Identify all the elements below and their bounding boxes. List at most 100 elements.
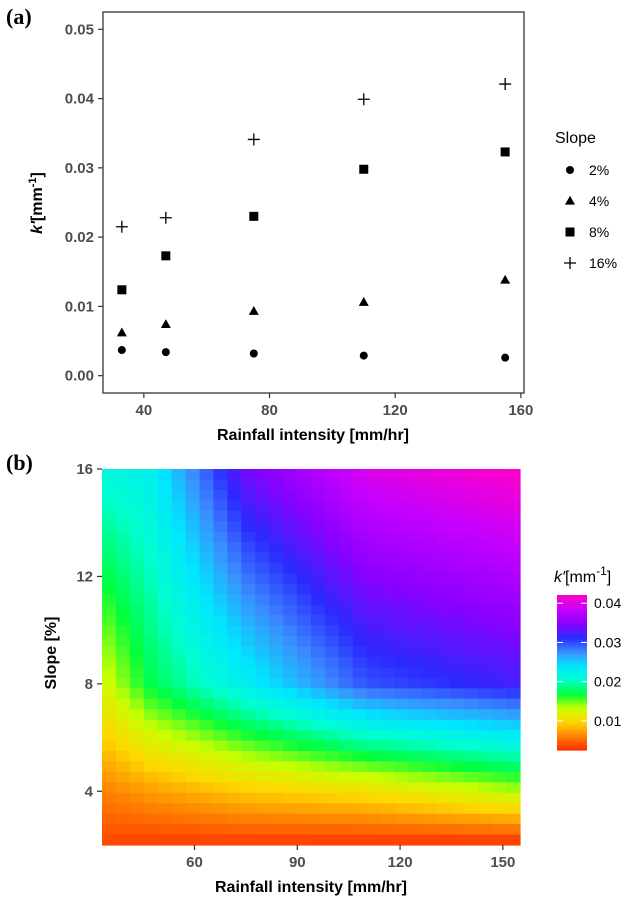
heatmap-cell (492, 510, 507, 522)
heatmap-cell (366, 469, 382, 481)
y-tick-label: 16 (76, 461, 93, 478)
heatmap-cell (157, 751, 173, 763)
colorbar-swatch (557, 600, 587, 604)
heatmap-cell (422, 782, 437, 794)
y-tick-label: 0.03 (65, 160, 94, 177)
heatmap-cell (352, 657, 368, 669)
heatmap-cell (102, 688, 117, 700)
heatmap-cell (269, 542, 284, 554)
heatmap-cell (394, 667, 410, 679)
heatmap-cell (241, 594, 256, 606)
heatmap-cell (297, 594, 312, 606)
heatmap-cell (213, 740, 228, 752)
heatmap-cell (115, 615, 131, 627)
heatmap-cell (450, 500, 465, 512)
heatmap-cell (283, 771, 298, 783)
legend-label: 8% (589, 224, 609, 240)
y-tick-label: 0.04 (65, 91, 95, 108)
heatmap-cell (492, 782, 507, 794)
heatmap-cell (199, 521, 215, 533)
heatmap-cell (380, 510, 396, 522)
heatmap-cell (366, 625, 382, 637)
heatmap-cell (408, 657, 424, 669)
heatmap-cell (311, 573, 326, 585)
heatmap-cell (478, 792, 493, 804)
heatmap-cell (199, 563, 215, 575)
heatmap-cell (213, 803, 228, 815)
colorbar-tick-label: 0.03 (594, 634, 621, 650)
heatmap-cell (366, 500, 382, 512)
heatmap-cell (338, 834, 354, 846)
heatmap-cell (115, 479, 131, 491)
heatmap-cell (143, 646, 159, 658)
heatmap-cell (185, 563, 201, 575)
heatmap-cell (324, 479, 340, 491)
colorbar-swatch (557, 664, 587, 668)
heatmap-cell (283, 803, 298, 815)
heatmap-cell (366, 636, 382, 648)
heatmap-cell (450, 636, 465, 648)
heatmap-cell (422, 594, 437, 606)
heatmap-cell (213, 698, 228, 710)
heatmap-cell (129, 542, 145, 554)
heatmap-cell (129, 479, 145, 491)
heatmap-cell (492, 677, 507, 689)
heatmap-cell (422, 552, 437, 564)
heatmap-cell (269, 709, 284, 721)
point-slope-16pct (247, 133, 260, 146)
heatmap-cell (227, 677, 242, 689)
heatmap-cell (241, 469, 256, 481)
heatmap-cell (269, 834, 284, 846)
colorbar-swatch (557, 731, 587, 736)
colorbar-swatch (557, 729, 587, 733)
x-tick-label: 90 (289, 854, 306, 871)
legend-label: 2% (589, 162, 609, 178)
heatmap-cell (185, 646, 201, 658)
heatmap-cell (241, 573, 256, 585)
heatmap-cell (227, 782, 242, 794)
heatmap-cell (394, 803, 410, 815)
heatmap-cell (213, 542, 228, 554)
heatmap-cell (450, 813, 465, 825)
heatmap-cell (129, 625, 145, 637)
y-title-exponent: -1 (27, 178, 39, 188)
heatmap-cell (185, 782, 201, 794)
legend-key-16pct (564, 257, 576, 269)
y-tick-label: 4 (85, 783, 94, 800)
heatmap-cell (394, 583, 410, 595)
heatmap-cell (157, 730, 173, 742)
heatmap-cell (213, 573, 228, 585)
heatmap-cell (227, 469, 242, 481)
heatmap-cell (199, 688, 215, 700)
heatmap-cell (394, 834, 410, 846)
heatmap-cell (422, 469, 437, 481)
heatmap-cell (311, 583, 326, 595)
heatmap-cell (450, 688, 465, 700)
heatmap-cell (199, 834, 215, 846)
heatmap-cell (450, 730, 465, 742)
heatmap-cell (422, 688, 437, 700)
heatmap-cell (324, 625, 340, 637)
heatmap-cell (464, 625, 479, 637)
heatmap-cell (199, 552, 215, 564)
heatmap-cell (436, 792, 451, 804)
heatmap-cell (199, 782, 215, 794)
heatmap-cell (380, 834, 396, 846)
heatmap-cell (380, 657, 396, 669)
heatmap-cell (464, 552, 479, 564)
point-slope-2pct (359, 351, 368, 360)
heatmap-cell (324, 803, 340, 815)
heatmap-cell (129, 719, 145, 731)
heatmap-cell (478, 761, 493, 773)
heatmap-cell (227, 771, 242, 783)
heatmap-cell (478, 740, 493, 752)
heatmap-cell (408, 583, 424, 595)
heatmap-cell (408, 510, 424, 522)
legend-label: 16% (589, 255, 617, 271)
colorbar-swatch (557, 669, 587, 674)
heatmap-cell (199, 730, 215, 742)
heatmap-cell (185, 489, 201, 501)
heatmap-cell (199, 740, 215, 752)
heatmap-cell (227, 479, 242, 491)
heatmap-cell (450, 542, 465, 554)
